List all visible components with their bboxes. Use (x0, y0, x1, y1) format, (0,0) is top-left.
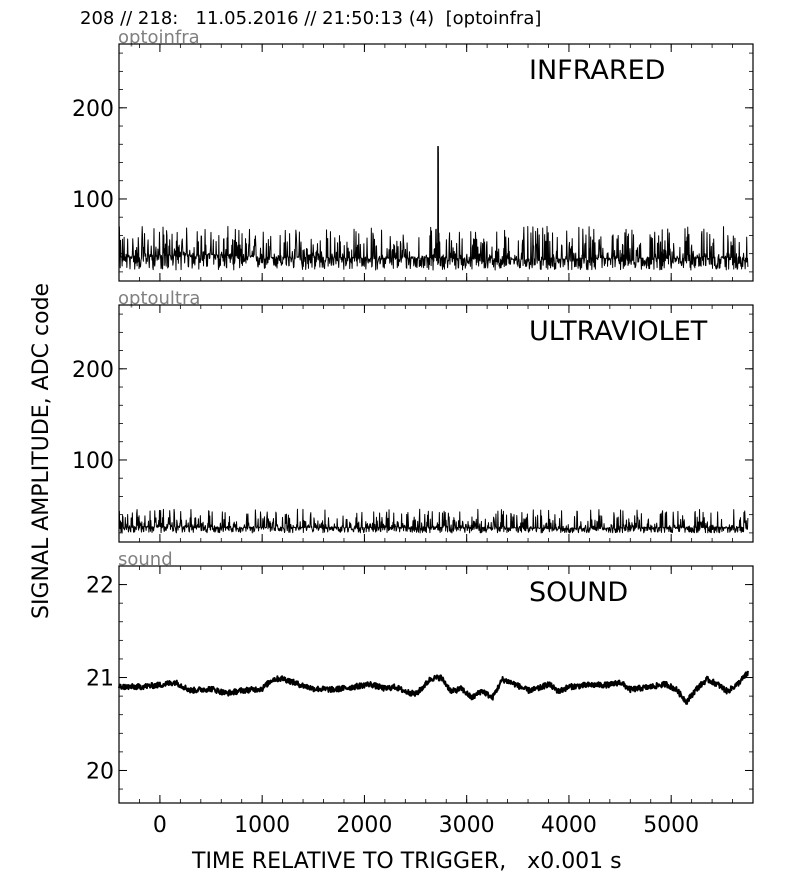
panel-title-ultraviolet: ULTRAVIOLET (529, 316, 708, 347)
panel-title-infrared: INFRARED (529, 55, 665, 86)
series-line-sound (118, 670, 749, 705)
series-line-ultraviolet (118, 508, 749, 534)
x-tick-label: 0 (153, 813, 167, 838)
y-tick-label-sound: 20 (86, 759, 114, 784)
x-tick-label: 5000 (643, 813, 699, 838)
y-tick-label-infrared: 200 (72, 97, 114, 122)
panel-source-label-infrared: optoinfra (118, 27, 200, 48)
y-tick-label-sound: 22 (86, 574, 114, 599)
y-tick-label-sound: 21 (86, 667, 114, 692)
x-axis-label: TIME RELATIVE TO TRIGGER, x0.001 s (192, 849, 622, 874)
x-tick-label: 3000 (439, 813, 495, 838)
y-axis-label: SIGNAL AMPLITUDE, ADC code (29, 282, 54, 619)
panel-source-label-sound: sound (118, 549, 173, 570)
y-tick-label-ultraviolet: 100 (72, 449, 114, 474)
y-tick-label-ultraviolet: 200 (72, 358, 114, 383)
y-tick-label-infrared: 100 (72, 188, 114, 213)
panel-title-sound: SOUND (529, 577, 628, 608)
series-line-infrared (118, 151, 749, 271)
x-tick-label: 1000 (234, 813, 290, 838)
x-tick-label: 4000 (541, 813, 597, 838)
panel-source-label-ultraviolet: optoultra (118, 288, 201, 309)
x-tick-label: 2000 (336, 813, 392, 838)
chart-header: 208 // 218: 11.05.2016 // 21:50:13 (4) [… (80, 8, 542, 29)
